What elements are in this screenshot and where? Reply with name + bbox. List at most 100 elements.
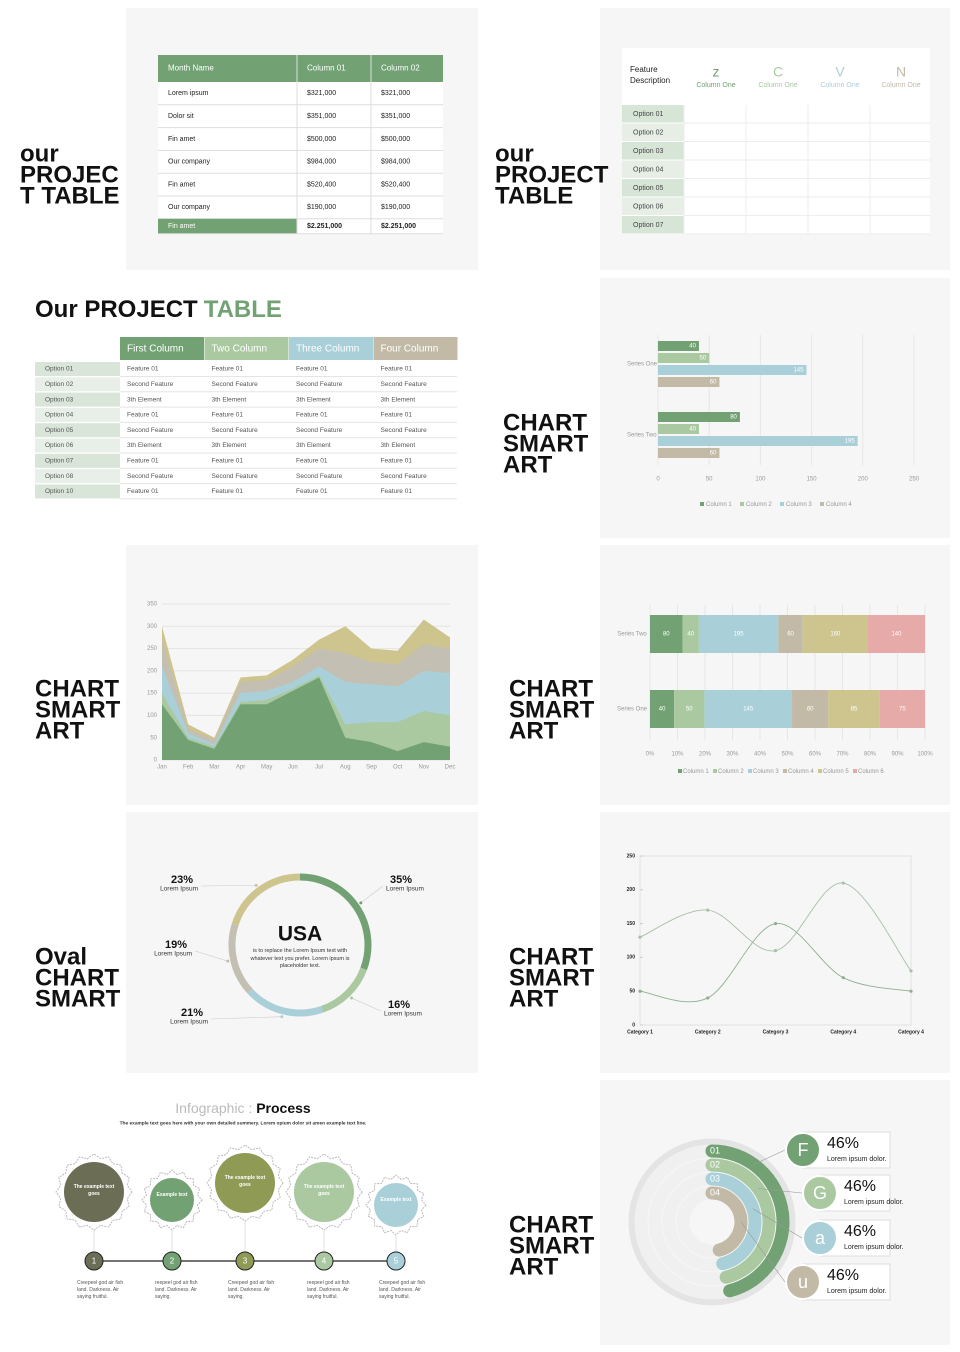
table-header (158, 55, 443, 82)
heading: PROJEC (20, 161, 119, 188)
legend-label: Column 5 (823, 769, 849, 775)
column-label: Column One (881, 82, 920, 89)
cell: $500,000 (307, 136, 336, 143)
row-label-bg (35, 407, 120, 422)
row-label: Option 01 (633, 111, 663, 118)
ring-track (628, 1138, 796, 1306)
heading: SMART (509, 1232, 595, 1259)
cell: 3th Element (127, 442, 162, 449)
gear-core (215, 1153, 275, 1213)
point (841, 881, 845, 885)
column-label: Column One (758, 82, 797, 89)
heading: ART (509, 1253, 559, 1280)
data-label: 160 (830, 632, 841, 638)
cell: $500,000 (381, 136, 410, 143)
leader-line (200, 885, 257, 887)
step-caption-box: reepeel god air fish land. Darkness. Air… (307, 1280, 350, 1300)
cell: Second Feature (127, 381, 174, 388)
step-number: 2 (170, 1257, 175, 1266)
caption: Lorem ipsum dolor. (844, 1199, 904, 1206)
cell: Feature 01 (296, 458, 328, 465)
point (706, 996, 710, 1000)
legend-swatch (853, 769, 857, 773)
step-circle (386, 1251, 406, 1271)
bar (658, 448, 720, 458)
heading: CHART (35, 964, 119, 991)
heading: ART (509, 985, 559, 1012)
cell: $984,000 (381, 159, 410, 166)
highlight-cell (158, 218, 297, 234)
y-tick-label: 200 (627, 887, 636, 893)
callout-circle (785, 1264, 821, 1300)
data-label: 80 (730, 415, 737, 421)
cell: Second Feature (296, 427, 343, 434)
x-tick-label: 150 (807, 477, 818, 483)
leader-dot (254, 883, 258, 887)
donut-segment (299, 873, 372, 971)
heading: TABLE (495, 182, 573, 209)
cell: 3th Element (381, 396, 416, 403)
row-label-bg (35, 438, 120, 453)
row-label-bg (35, 423, 120, 438)
cell: Feature 01 (212, 488, 244, 495)
data-label: 50 (700, 356, 707, 362)
x-tick-label: 50% (781, 752, 794, 758)
category-label: Series Two (627, 433, 657, 439)
callout-letter: u (798, 1272, 808, 1292)
cell: 3th Element (296, 396, 331, 403)
data-label: 60 (710, 380, 717, 386)
step-caption-box: Creepeel god air fish land. Darkness. Ai… (77, 1280, 123, 1300)
value-label: 46% (827, 1267, 859, 1284)
bar-segment (792, 690, 829, 728)
row-label-bg (35, 453, 120, 468)
step-caption: reepeel god air fish land. Darkness. Air… (307, 1280, 350, 1300)
slide-title: Infographic : Process (175, 1100, 311, 1116)
x-tick-label: Jan (157, 765, 167, 771)
cell: 3th Element (381, 442, 416, 449)
heading: CHART (35, 675, 119, 702)
x-tick-label: 0 (656, 477, 660, 483)
leader-dot (359, 901, 363, 905)
x-tick-label: 0% (646, 752, 655, 758)
row-label-bg (622, 216, 684, 234)
caption: Lorem ipsum dolor. (827, 1156, 887, 1163)
gear-core (374, 1183, 418, 1227)
y-tick-label: 200 (147, 668, 158, 674)
legend-label: Column 6 (858, 769, 884, 775)
cell: $351,000 (307, 113, 336, 120)
legend-swatch (820, 502, 824, 506)
heading: Oval (35, 943, 87, 970)
x-tick-label: Nov (418, 765, 429, 771)
row-label-bg (35, 469, 120, 484)
bar (658, 353, 710, 363)
row-label: Option 01 (45, 366, 74, 373)
caption: Lorem Ipsum (160, 886, 198, 893)
row-label: Option 06 (633, 203, 663, 210)
cell: Second Feature (212, 473, 259, 480)
cell: Our company (168, 204, 211, 211)
cell: Fin amet (168, 223, 195, 230)
cell: Fin amet (168, 136, 195, 143)
value-label: 46% (827, 1135, 859, 1152)
data-label: 50 (686, 707, 693, 713)
legend-swatch (713, 769, 717, 773)
value-label: 46% (844, 1223, 876, 1240)
category-label: Series One (627, 362, 658, 368)
row-label-bg (622, 123, 684, 141)
step-circle (162, 1251, 182, 1271)
heading: SMART (35, 696, 121, 723)
legend-label: Column 3 (753, 769, 779, 775)
x-tick-label: Apr (236, 765, 245, 771)
legend-label: Column 3 (786, 502, 812, 508)
y-tick-label: 50 (150, 735, 157, 741)
data-label: 140 (891, 632, 902, 638)
x-tick-label: Aug (340, 765, 351, 771)
cell: $351,000 (381, 113, 410, 120)
row-label-bg (622, 105, 684, 123)
leader-dot (280, 1015, 284, 1019)
slide-bg (126, 812, 478, 1073)
leader-line (210, 1016, 282, 1020)
data-label: 195 (845, 439, 856, 445)
x-tick-label: Category 4 (830, 1029, 856, 1035)
data-label: 75 (899, 707, 906, 713)
